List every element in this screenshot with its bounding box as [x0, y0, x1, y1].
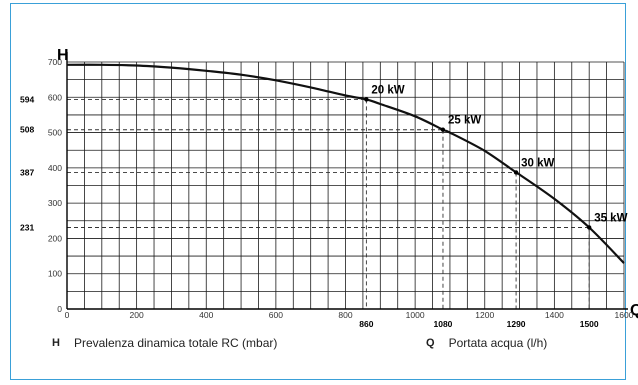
- ref-q-label: 860: [359, 319, 373, 329]
- operating-point-dot: [364, 97, 369, 102]
- x-tick-label: 200: [130, 310, 144, 320]
- x-tick-label: 1000: [406, 310, 425, 320]
- y-tick-label: 400: [48, 163, 62, 173]
- x-tick-label: 1600: [615, 310, 634, 320]
- ref-q-label: 1290: [507, 319, 526, 329]
- operating-point-label: 30 kW: [521, 157, 554, 169]
- operating-point-label: 20 kW: [371, 84, 404, 96]
- y-tick-label: 700: [48, 57, 62, 67]
- operating-point-dot: [440, 127, 446, 132]
- tick-labels: 0 200 400 600 800 1000 1200 1400 1600 0 100 200 300 4…: [48, 57, 634, 320]
- x-tick-label: 800: [338, 310, 352, 320]
- reference-lines: 594 860 508 1080 387 1290 231 1500: [20, 94, 599, 329]
- ref-h-label: 231: [20, 222, 34, 232]
- chart-frame: [10, 3, 626, 380]
- curve-group: [66, 63, 625, 264]
- x-tick-label: 1200: [475, 310, 494, 320]
- legend-q-text: Portata acqua (l/h): [448, 336, 548, 350]
- ref-h-label: 508: [20, 125, 34, 135]
- ref-q-label: 1080: [434, 319, 453, 329]
- x-axis-letter: Q: [630, 302, 638, 319]
- legend-h: H Prevalenza dinamica totale RC (mbar): [52, 336, 277, 350]
- legend-h-text: Prevalenza dinamica totale RC (mbar): [73, 336, 278, 350]
- x-tick-label: 600: [269, 310, 283, 320]
- operating-points: 20 kW 25 kW 30 kW 35 kW: [364, 84, 628, 230]
- x-tick-label: 0: [65, 310, 70, 320]
- y-tick-label: 500: [48, 128, 62, 138]
- legend-h-key: H: [52, 337, 60, 349]
- pump-curve-line: [66, 63, 625, 264]
- y-tick-label: 200: [48, 233, 62, 243]
- axes: HQ: [57, 47, 638, 319]
- ref-q-label: 1500: [580, 319, 599, 329]
- y-tick-label: 600: [48, 92, 62, 102]
- y-tick-label: 300: [48, 198, 62, 208]
- y-axis-letter: H: [57, 47, 69, 64]
- operating-point-label: 25 kW: [448, 115, 481, 127]
- grid: [66, 61, 625, 310]
- x-tick-label: 400: [199, 310, 213, 320]
- operating-point-dot: [513, 170, 519, 175]
- ref-h-label: 387: [20, 167, 34, 177]
- y-tick-label: 100: [48, 269, 62, 279]
- y-tick-label: 0: [57, 304, 62, 314]
- operating-point-label: 35 kW: [594, 212, 627, 224]
- ref-h-label: 594: [20, 94, 34, 104]
- legend-q: Q Portata acqua (l/h): [426, 336, 547, 350]
- x-tick-label: 1400: [545, 310, 564, 320]
- operating-point-dot: [586, 225, 592, 230]
- legend-q-key: Q: [426, 337, 435, 349]
